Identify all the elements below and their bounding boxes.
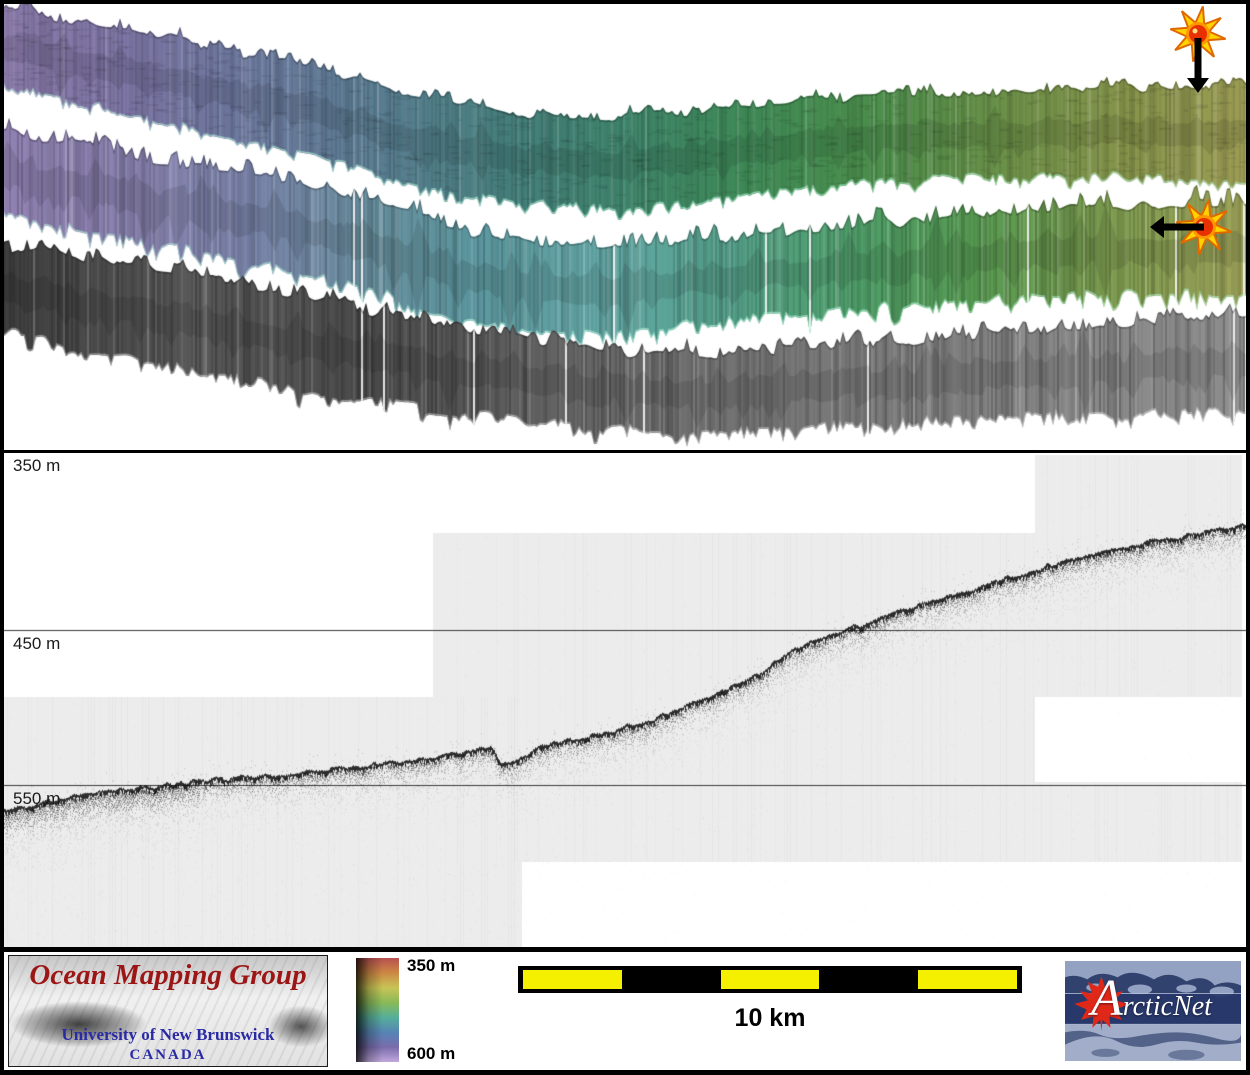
- depth-color-scale: [356, 958, 399, 1062]
- arcticnet-logo: ArcticNet: [1060, 956, 1246, 1066]
- arctic-map-graphic: [1065, 961, 1241, 1061]
- scale-bar-label: 10 km: [734, 1004, 806, 1032]
- scale-bar-segment: [918, 970, 1017, 989]
- scale-bar-segment: [720, 970, 820, 989]
- scale-bar-segment: [523, 970, 622, 989]
- depth-label: 550 m: [13, 789, 61, 808]
- depth-label: 350 m: [13, 456, 61, 475]
- footer-bar: Ocean Mapping Group University of New Br…: [4, 952, 1246, 1070]
- arcticnet-rest: rcticNet: [1122, 991, 1212, 1022]
- color-scale-top-label: 350 m: [407, 956, 456, 975]
- bathymetry-map-panel: [4, 4, 1246, 450]
- map-scale-bar-block: 10 km: [518, 966, 1022, 1033]
- ocean-mapping-group-logo: Ocean Mapping Group University of New Br…: [8, 955, 328, 1067]
- scale-bar-segment: [819, 970, 919, 989]
- color-scale-bottom-label: 600 m: [407, 1044, 456, 1063]
- arcticnet-wordmark: ArcticNet: [1091, 973, 1212, 1025]
- echogram-canvas: [4, 453, 1246, 947]
- omg-subtitle: University of New Brunswick: [61, 1025, 275, 1044]
- arcticnet-logo-inner: ArcticNet: [1065, 961, 1241, 1061]
- omg-country: CANADA: [129, 1047, 207, 1063]
- subbottom-profile-panel: 350 m 450 m 550 m: [4, 453, 1246, 947]
- arcticnet-initial: A: [1091, 970, 1123, 1027]
- color-scale-shade: [356, 958, 399, 1062]
- scale-bar: [518, 966, 1022, 993]
- bathymetry-swaths-canvas: [4, 4, 1246, 450]
- depth-label: 450 m: [13, 634, 61, 653]
- omg-title: Ocean Mapping Group: [29, 959, 307, 991]
- scale-bar-segment: [621, 970, 721, 989]
